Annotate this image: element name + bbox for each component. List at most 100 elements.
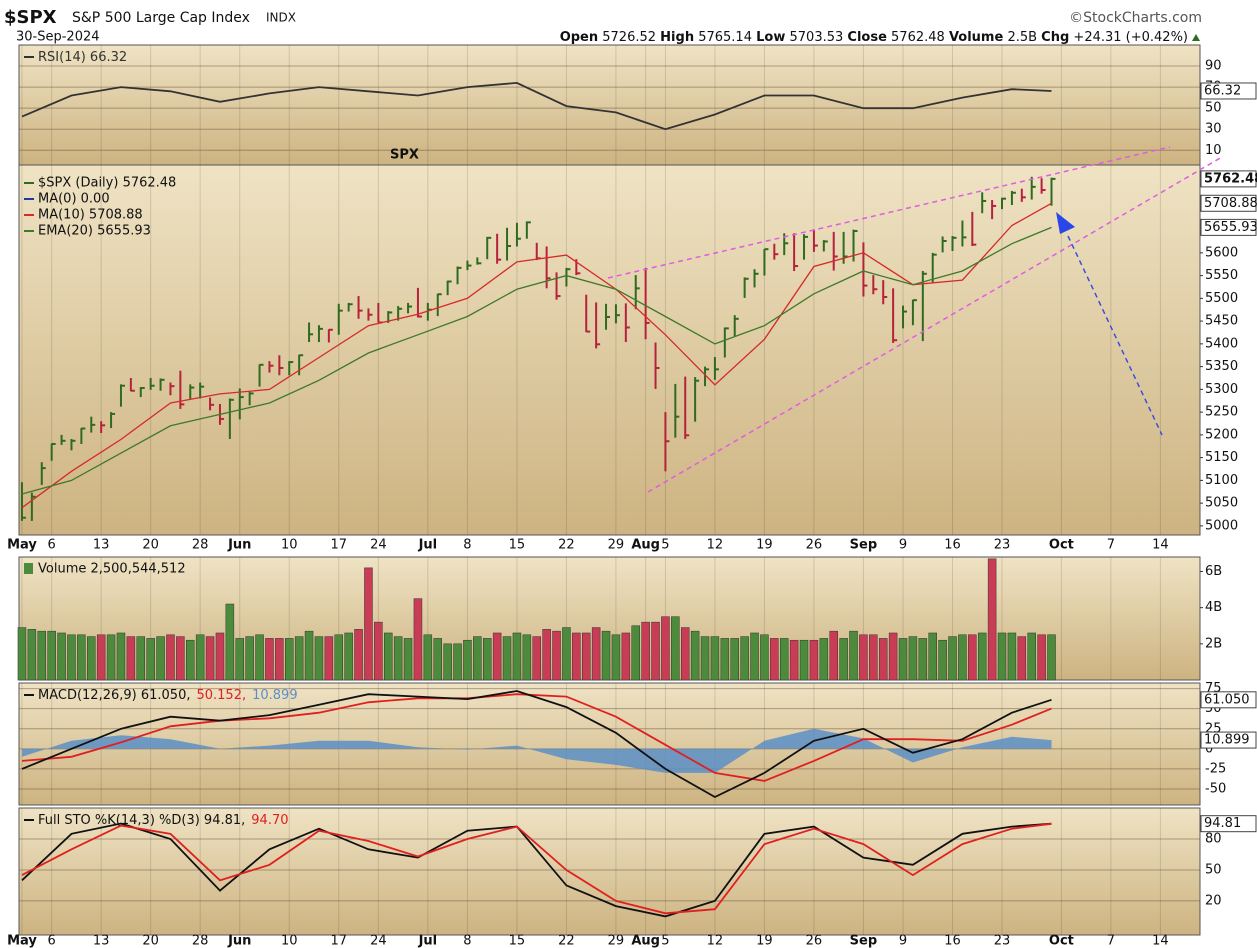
volume-bar <box>651 621 660 681</box>
volume-bar <box>799 639 809 681</box>
quote-label: High <box>660 30 694 45</box>
x-tick-label: May <box>7 538 37 553</box>
volume-bar <box>977 632 987 681</box>
legend-entry: MA(0) 0.00 <box>38 192 110 207</box>
x-tick-label: 23 <box>994 538 1011 553</box>
legend-entry: EMA(20) 5655.93 <box>38 224 151 239</box>
moving-average <box>21 202 1052 509</box>
volume-bar <box>641 621 650 681</box>
end-label: 5762.48 <box>1204 171 1257 186</box>
volume-bar <box>522 634 532 681</box>
volume-bar <box>839 638 848 681</box>
volume-bar <box>334 634 344 681</box>
volume-bar <box>136 636 146 681</box>
indicator-line <box>21 693 1052 782</box>
volume-bar <box>948 636 957 681</box>
volume-bar <box>1047 634 1056 681</box>
x-tick-label: 13 <box>93 538 110 553</box>
indicator-line <box>21 822 1052 918</box>
x-tick-label: 19 <box>756 934 773 948</box>
legend: Full STO %K(14,3) %D(3) 94.81, 94.70 <box>38 813 289 828</box>
volume-bar <box>809 639 819 681</box>
x-tick-label: 10 <box>281 538 298 553</box>
end-label-box <box>1200 218 1257 236</box>
y-tick-label: 5150 <box>1205 450 1238 465</box>
volume-bar <box>275 638 284 681</box>
panel-background <box>18 807 1201 936</box>
legend-entry: MACD(12,26,9) 61.050, <box>38 688 190 703</box>
end-label-box <box>1200 815 1257 833</box>
end-label: 5708.88 <box>1204 196 1257 211</box>
x-tick-label: 7 <box>1107 538 1115 553</box>
y-tick-label: 5100 <box>1205 473 1238 488</box>
x-tick-label: 15 <box>509 934 526 948</box>
volume-bar <box>374 621 383 681</box>
volume-bar <box>779 638 789 681</box>
y-tick-label: 20 <box>1205 893 1222 908</box>
volume-bar <box>57 632 66 681</box>
legend-entry: 94.70 <box>251 813 288 828</box>
volume-bar <box>265 638 274 681</box>
volume-bar <box>562 627 571 681</box>
x-tick-label: 23 <box>994 934 1011 948</box>
volume-bar <box>849 630 858 681</box>
x-tick-label: Jul <box>418 934 438 948</box>
legend: RSI(14) 66.32 <box>38 50 127 65</box>
x-tick-label: 16 <box>944 934 961 948</box>
end-label: 5655.93 <box>1204 220 1257 235</box>
y-tick-label: 5350 <box>1205 359 1238 374</box>
x-tick-label: Oct <box>1049 934 1074 948</box>
wedge-upper <box>607 146 1171 279</box>
exchange: INDX <box>266 11 296 25</box>
y-tick-label: 0 <box>1205 741 1213 756</box>
y-tick-label: 6B <box>1205 564 1222 579</box>
header: $SPX S&P 500 Large Cap Index INDX ©Stock… <box>4 7 1202 45</box>
end-label-box <box>1200 194 1257 212</box>
volume-bar <box>443 643 452 681</box>
volume-bar <box>898 638 908 681</box>
symbol: $SPX <box>4 7 57 28</box>
volume-bar <box>294 636 304 681</box>
volume-bar <box>621 632 631 681</box>
volume-bar <box>671 616 680 681</box>
volume-bar <box>492 632 502 681</box>
x-tick-label: 15 <box>509 538 526 553</box>
y-tick-label: 30 <box>1205 122 1222 137</box>
volume-bar <box>354 629 363 681</box>
volume-bar <box>176 636 185 681</box>
y-tick-label: -25 <box>1205 761 1226 776</box>
end-label: 10.899 <box>1204 733 1250 748</box>
volume-bar <box>87 636 96 681</box>
quote-value: 5703.53 <box>790 30 844 45</box>
volume-bar <box>423 634 433 681</box>
moving-average <box>21 226 1052 495</box>
quote-label: Low <box>756 30 785 45</box>
volume-bar <box>542 629 551 681</box>
volume-bar <box>502 636 512 681</box>
x-tick-label: 8 <box>463 934 471 948</box>
date: 30-Sep-2024 <box>16 30 100 45</box>
legend-entry: 50.152, <box>196 688 246 703</box>
legend-entry: RSI(14) 66.32 <box>38 50 127 65</box>
x-tick-label: 24 <box>370 934 387 948</box>
legend-entry: MA(10) 5708.88 <box>38 208 143 223</box>
y-tick-label: 50 <box>1205 101 1222 116</box>
end-label-box <box>1200 691 1257 709</box>
annotation: SPX <box>390 148 419 163</box>
volume-bar <box>591 627 601 681</box>
x-tick-label: 5 <box>661 934 669 948</box>
volume-bar <box>918 638 928 681</box>
y-tick-label: 4B <box>1205 600 1222 615</box>
end-label-box <box>1200 170 1257 188</box>
volume-bar <box>393 636 403 681</box>
x-tick-label: 28 <box>192 538 209 553</box>
volume-bar <box>581 632 591 681</box>
volume-bar <box>572 632 581 681</box>
volume-bar <box>17 627 27 681</box>
arrow-head <box>1056 212 1075 234</box>
volume-bar <box>245 636 254 681</box>
volume-bar <box>690 630 700 681</box>
y-tick-label: 5000 <box>1205 518 1238 533</box>
x-tick-label: May <box>7 934 37 948</box>
